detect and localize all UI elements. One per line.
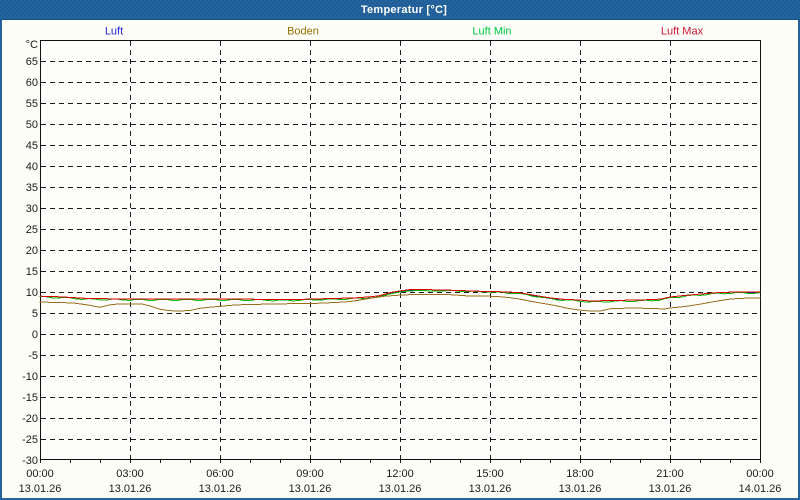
svg-text:Luft Max: Luft Max: [661, 26, 704, 38]
svg-text:5: 5: [32, 308, 38, 320]
svg-text:13.01.26: 13.01.26: [109, 483, 152, 495]
svg-text:40: 40: [26, 161, 38, 173]
svg-text:13.01.26: 13.01.26: [379, 483, 422, 495]
svg-text:50: 50: [26, 119, 38, 131]
svg-text:Temperatur [°C]: Temperatur [°C]: [361, 4, 447, 16]
svg-text:-25: -25: [22, 434, 38, 446]
svg-text:13.01.26: 13.01.26: [469, 483, 512, 495]
svg-text:20: 20: [26, 245, 38, 257]
svg-text:15: 15: [26, 266, 38, 278]
svg-text:0: 0: [32, 329, 38, 341]
svg-text:-10: -10: [22, 371, 38, 383]
svg-text:12:00: 12:00: [386, 468, 414, 480]
svg-text:°C: °C: [26, 39, 38, 51]
svg-text:06:00: 06:00: [206, 468, 234, 480]
svg-text:55: 55: [26, 98, 38, 110]
svg-text:45: 45: [26, 140, 38, 152]
svg-text:Luft: Luft: [105, 26, 123, 38]
svg-text:13.01.26: 13.01.26: [559, 483, 602, 495]
svg-text:14.01.26: 14.01.26: [739, 483, 782, 495]
svg-text:00:00: 00:00: [746, 468, 774, 480]
svg-text:09:00: 09:00: [296, 468, 324, 480]
svg-text:10: 10: [26, 287, 38, 299]
svg-text:25: 25: [26, 224, 38, 236]
svg-text:-20: -20: [22, 413, 38, 425]
svg-text:-15: -15: [22, 392, 38, 404]
svg-text:60: 60: [26, 77, 38, 89]
svg-text:Boden: Boden: [287, 26, 319, 38]
svg-text:65: 65: [26, 56, 38, 68]
svg-text:00:00: 00:00: [26, 468, 54, 480]
svg-text:Luft Min: Luft Min: [472, 26, 511, 38]
svg-text:18:00: 18:00: [566, 468, 594, 480]
svg-text:03:00: 03:00: [116, 468, 144, 480]
svg-text:13.01.26: 13.01.26: [199, 483, 242, 495]
svg-text:-5: -5: [28, 350, 38, 362]
svg-text:-30: -30: [22, 455, 38, 467]
svg-text:13.01.26: 13.01.26: [19, 483, 62, 495]
svg-text:13.01.26: 13.01.26: [649, 483, 692, 495]
svg-text:35: 35: [26, 182, 38, 194]
svg-text:21:00: 21:00: [656, 468, 684, 480]
svg-text:13.01.26: 13.01.26: [289, 483, 332, 495]
svg-text:15:00: 15:00: [476, 468, 504, 480]
svg-text:30: 30: [26, 203, 38, 215]
